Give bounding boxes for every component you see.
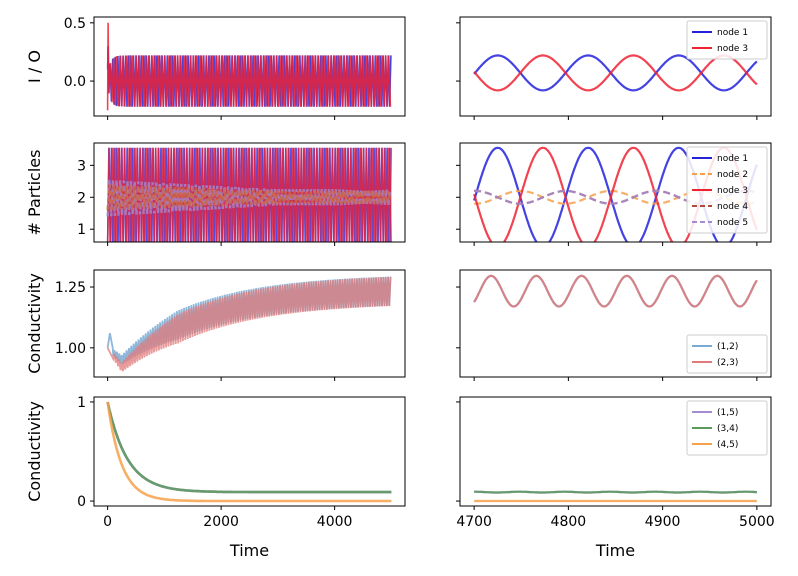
legend-box [686,146,768,234]
x-tick-label: 4700 [456,514,492,530]
legend-label: node 3 [717,186,748,196]
y-tick-label: 3 [77,158,86,174]
series-line [106,184,392,211]
x-axis-label: Time [229,541,269,560]
series-line [473,274,758,308]
plot-frame [459,396,772,507]
legend: node 1 node 2 node 3 node 4 node 5 [686,146,768,234]
panel-right-1: node 1 node 3 [456,16,772,120]
y-axis-label: Conductivity [25,273,44,374]
series-line [473,54,758,92]
plot-frame [459,16,772,117]
panel-left-1: 0.0 0.5 I / O [25,16,406,120]
plot-frame [459,269,772,378]
y-tick-label: 0.0 [64,74,86,90]
x-axis-label: Time [595,541,635,560]
legend-box [686,400,768,456]
y-tick-label: 2 [77,190,86,206]
legend: node 1 node 3 [686,20,768,60]
legend: (1,5) (3,4) (4,5) [686,400,768,456]
y-tick-label: 0 [77,494,86,510]
panel-left-4: 0 2000 4000 0 1 Conductivity Time [25,395,406,560]
x-tick-label: 5000 [739,514,775,530]
plot-frame [93,269,406,378]
y-tick-label: 1.00 [55,341,86,357]
legend-label: (4,5) [717,440,738,450]
y-axis-label: Conductivity [25,401,44,502]
y-tick-label: 1 [77,222,86,238]
legend-label: (1,5) [717,408,738,418]
series-group [106,401,392,503]
series-group [473,274,758,308]
series-line [106,276,392,372]
panel-right-3: (1,2) (2,3) [456,269,772,381]
y-axis-label: # Particles [25,150,44,236]
y-axis-label: I / O [25,50,44,83]
plot-frame [93,396,406,507]
y-tick-label: 1 [77,395,86,411]
legend-label: node 3 [717,44,748,54]
panel-right-4: 4700 4800 4900 5000 Time (1,5) (3,4) (4,5) [456,396,775,560]
series-group [473,54,758,92]
series-group [106,147,393,242]
plot-frame [93,16,406,117]
legend-label: (2,3) [717,358,738,368]
y-tick-label: 0.5 [64,16,86,32]
panel-left-2: 1 2 3 # Particles [25,142,406,246]
legend-box [686,20,768,60]
series-line [106,401,392,494]
legend-label: node 2 [717,170,748,180]
legend-label: node 4 [717,202,748,212]
series-group [106,22,392,111]
series-line [106,401,392,503]
legend-label: node 1 [717,154,748,164]
plot-frame [459,142,772,243]
series-group [106,276,392,372]
legend-label: node 5 [717,218,748,228]
panel-left-3: 1.00 1.25 Conductivity [25,269,406,381]
series-line [474,490,757,494]
plot-frame [93,142,406,243]
legend-label: (1,2) [717,342,738,352]
legend-box [686,334,768,374]
panel-right-2: node 1 node 2 node 3 node 4 node 5 [456,142,772,246]
x-tick-label: 0 [103,514,112,530]
series-line [106,22,392,111]
series-group [474,490,757,503]
x-tick-label: 4000 [317,514,353,530]
x-tick-label: 2000 [203,514,239,530]
x-tick-label: 4800 [551,514,587,530]
y-tick-label: 1.25 [55,280,86,296]
x-tick-label: 4900 [645,514,681,530]
legend: (1,2) (2,3) [686,334,768,374]
series-line [106,401,392,494]
legend-label: (3,4) [717,424,738,434]
series-line [473,54,758,92]
legend-label: node 1 [717,28,748,38]
